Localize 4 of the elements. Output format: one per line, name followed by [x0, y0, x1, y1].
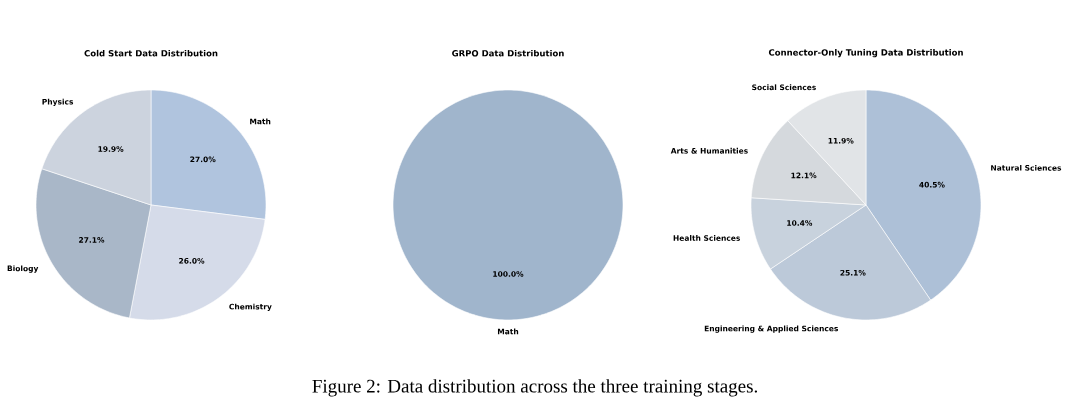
chart-title: Connector-Only Tuning Data Distribution [768, 49, 963, 58]
chart-title: Cold Start Data Distribution [84, 49, 218, 57]
chart-title: GRPO Data Distribution [452, 49, 564, 57]
caption: Figure 2: Data distribution across the three training stages. [312, 379, 758, 397]
